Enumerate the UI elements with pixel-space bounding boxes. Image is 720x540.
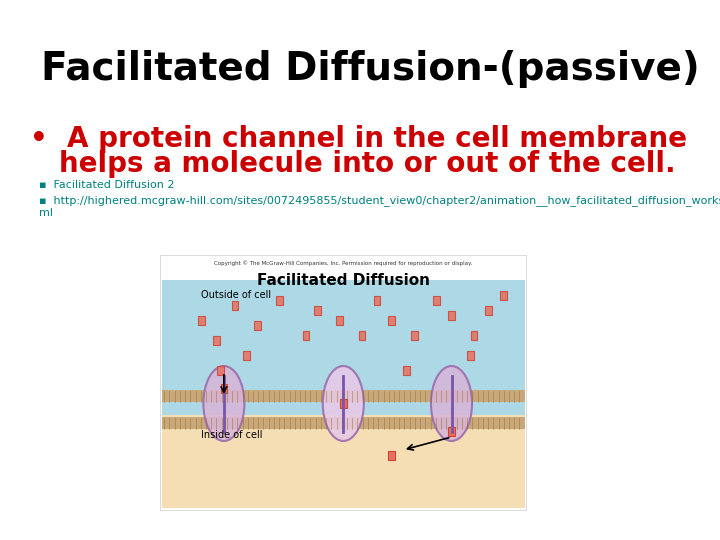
FancyBboxPatch shape — [467, 350, 474, 360]
Ellipse shape — [323, 366, 364, 441]
FancyBboxPatch shape — [314, 306, 320, 314]
FancyBboxPatch shape — [403, 366, 410, 375]
FancyBboxPatch shape — [471, 330, 477, 340]
FancyBboxPatch shape — [232, 300, 238, 309]
Text: helps a molecule into or out of the cell.: helps a molecule into or out of the cell… — [30, 150, 675, 178]
FancyBboxPatch shape — [433, 295, 440, 305]
Text: Facilitated Diffusion-(passive): Facilitated Diffusion-(passive) — [41, 50, 700, 88]
FancyBboxPatch shape — [161, 255, 526, 510]
FancyBboxPatch shape — [302, 330, 310, 340]
FancyBboxPatch shape — [243, 350, 250, 360]
Text: ▪  Facilitated Diffusion 2: ▪ Facilitated Diffusion 2 — [39, 180, 174, 190]
FancyBboxPatch shape — [359, 330, 365, 340]
Text: Inside of cell: Inside of cell — [202, 430, 263, 440]
Text: •  A protein channel in the cell membrane: • A protein channel in the cell membrane — [30, 125, 687, 153]
FancyBboxPatch shape — [389, 315, 395, 325]
Text: ▪  http://highered.mcgraw-hill.com/sites/0072495855/student_view0/chapter2/anima: ▪ http://highered.mcgraw-hill.com/sites/… — [39, 195, 720, 218]
FancyBboxPatch shape — [340, 399, 346, 408]
FancyBboxPatch shape — [411, 330, 418, 340]
FancyBboxPatch shape — [162, 280, 525, 415]
Ellipse shape — [431, 366, 472, 441]
FancyBboxPatch shape — [448, 427, 455, 435]
FancyBboxPatch shape — [162, 415, 525, 508]
Text: Facilitated Diffusion: Facilitated Diffusion — [257, 273, 430, 288]
FancyBboxPatch shape — [198, 315, 205, 325]
Ellipse shape — [203, 366, 244, 441]
FancyBboxPatch shape — [217, 366, 223, 375]
FancyBboxPatch shape — [374, 295, 380, 305]
FancyBboxPatch shape — [162, 390, 525, 402]
FancyBboxPatch shape — [254, 321, 261, 329]
Text: Copyright © The McGraw-Hill Companies, Inc. Permission required for reproduction: Copyright © The McGraw-Hill Companies, I… — [214, 260, 472, 266]
FancyBboxPatch shape — [220, 383, 228, 393]
FancyBboxPatch shape — [213, 335, 220, 345]
FancyBboxPatch shape — [448, 310, 455, 320]
FancyBboxPatch shape — [336, 315, 343, 325]
FancyBboxPatch shape — [485, 306, 492, 314]
Text: Outside of cell: Outside of cell — [202, 290, 271, 300]
FancyBboxPatch shape — [162, 417, 525, 429]
FancyBboxPatch shape — [389, 450, 395, 460]
FancyBboxPatch shape — [500, 291, 507, 300]
FancyBboxPatch shape — [276, 295, 283, 305]
